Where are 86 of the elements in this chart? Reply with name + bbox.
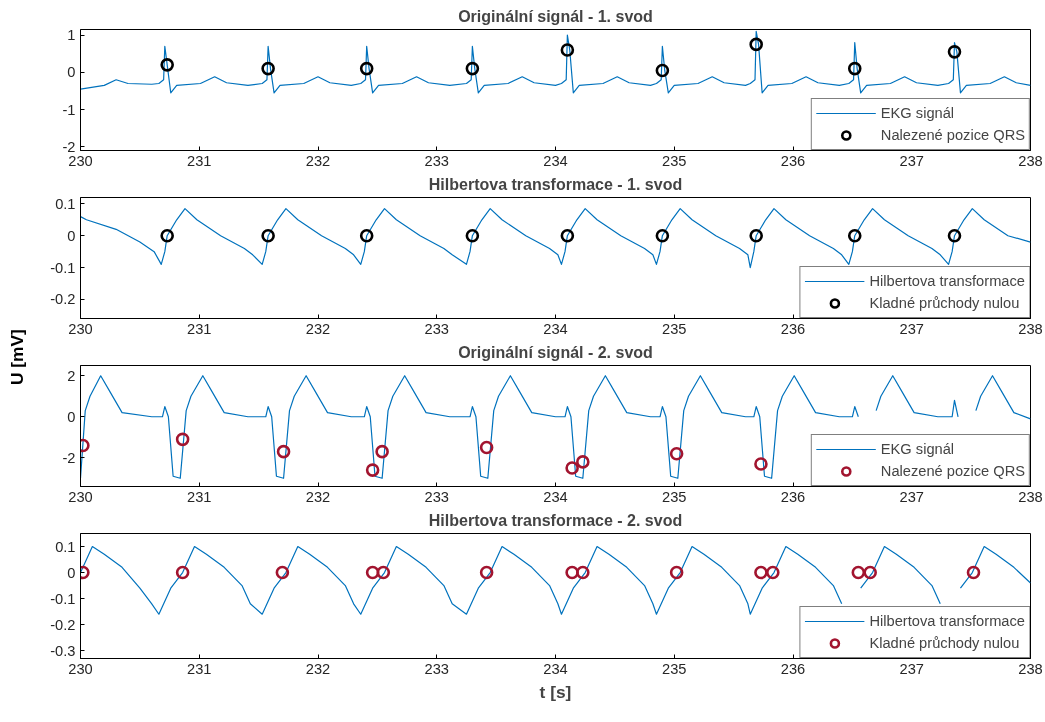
y-tick-label: -1 [62, 101, 76, 118]
y-tick-label: 0 [67, 564, 76, 581]
x-tick-label: 234 [543, 152, 568, 169]
y-tick-label: -0.1 [50, 590, 76, 607]
x-tick-label: 233 [424, 660, 449, 677]
point [175, 432, 190, 447]
x-tick-label: 232 [305, 488, 331, 505]
legend-label: Kladné průchody nulou [869, 635, 1020, 651]
x-tick-label: 235 [662, 488, 687, 505]
point [365, 463, 380, 477]
x-tick-label: 237 [899, 660, 924, 677]
point [160, 58, 174, 72]
legend-label: Nalezené pozice QRS [880, 463, 1025, 479]
legend-label: EKG signál [880, 441, 955, 457]
y-tick-label: 1 [67, 27, 76, 44]
y-tick-label: 0 [67, 408, 76, 425]
chart-title: Hilbertova transformace - 1. svod [428, 175, 683, 193]
x-tick-label: 230 [68, 152, 93, 169]
point [375, 444, 389, 459]
x-axis-title: t [s] [539, 681, 572, 702]
x-tick-label: 233 [424, 488, 449, 505]
y-axis-title: U [mV] [6, 329, 28, 385]
x-tick-label: 234 [543, 320, 568, 337]
x-tick-label: 238 [1018, 660, 1043, 677]
x-tick-label: 230 [68, 320, 93, 337]
y-tick-label: -0.2 [50, 616, 76, 633]
y-tick-label: 0 [67, 64, 76, 81]
chart-title: Hilbertova transformace - 2. svod [428, 511, 683, 529]
point [565, 461, 579, 475]
y-tick-label: 0.1 [55, 538, 76, 555]
x-tick-label: 231 [187, 660, 212, 677]
point [847, 61, 862, 76]
y-tick-label: -0.2 [50, 291, 76, 308]
point [749, 37, 763, 52]
x-tick-label: 234 [543, 488, 568, 505]
legend-label: EKG signál [880, 105, 955, 121]
point [947, 45, 962, 59]
x-tick-label: 233 [424, 320, 449, 337]
x-tick-label: 237 [899, 152, 924, 169]
y-tick-label: 0 [67, 227, 76, 244]
y-tick-label: -2 [62, 138, 76, 155]
point [669, 446, 684, 461]
x-tick-label: 230 [68, 660, 93, 677]
point [276, 444, 291, 459]
x-tick-label: 236 [780, 660, 806, 677]
line-series [80, 208, 1031, 269]
point [261, 61, 275, 76]
point [560, 43, 575, 57]
y-tick-label: 0.1 [55, 195, 76, 212]
x-tick-label: 237 [899, 488, 924, 505]
point [576, 455, 590, 469]
legend-label: Nalezené pozice QRS [880, 127, 1025, 143]
legend-label: Kladné průchody nulou [869, 295, 1020, 311]
chart-title: Originální signál - 2. svod [458, 343, 653, 361]
x-tick-label: 231 [187, 152, 212, 169]
x-tick-label: 236 [780, 320, 806, 337]
point [754, 457, 768, 471]
x-tick-label: 237 [899, 320, 924, 337]
point [359, 61, 374, 76]
y-tick-label: -0.1 [50, 259, 76, 276]
x-tick-label: 235 [662, 320, 687, 337]
x-tick-label: 231 [187, 488, 212, 505]
line-series [80, 30, 1031, 94]
point [479, 440, 494, 455]
x-tick-label: 236 [780, 152, 806, 169]
x-tick-label: 235 [662, 660, 687, 677]
x-tick-label: 232 [305, 660, 331, 677]
chart-title: Originální signál - 1. svod [458, 7, 653, 25]
x-tick-label: 231 [187, 320, 212, 337]
legend-label: Hilbertova transformace [869, 613, 1025, 629]
x-tick-label: 234 [543, 660, 568, 677]
x-tick-label: 238 [1018, 488, 1043, 505]
x-tick-label: 230 [68, 488, 93, 505]
point [465, 61, 480, 76]
x-tick-label: 232 [305, 152, 331, 169]
x-tick-label: 233 [424, 152, 449, 169]
y-tick-label: -2 [62, 449, 76, 466]
y-tick-label: 2 [67, 367, 76, 384]
x-tick-label: 235 [662, 152, 687, 169]
x-tick-label: 238 [1018, 320, 1043, 337]
x-tick-label: 232 [305, 320, 331, 337]
point [655, 63, 670, 78]
legend-label: Hilbertova transformace [869, 273, 1025, 289]
y-tick-label: -0.3 [50, 642, 76, 659]
x-tick-label: 236 [780, 488, 806, 505]
x-tick-label: 238 [1018, 152, 1043, 169]
